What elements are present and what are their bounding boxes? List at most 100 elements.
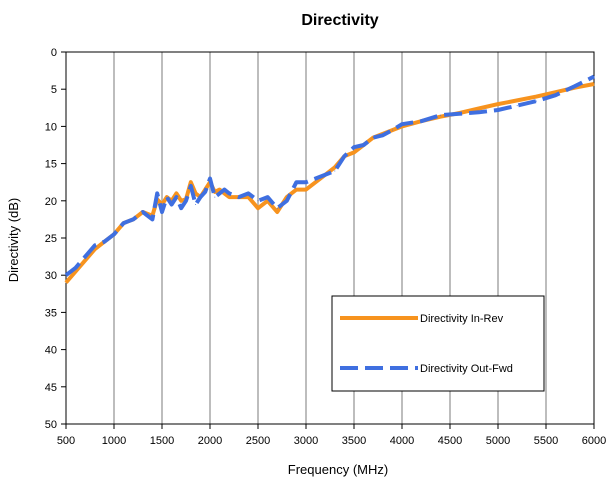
x-tick-label: 3500: [342, 435, 366, 447]
x-tick-label: 6000: [582, 435, 606, 447]
data-point: [295, 189, 297, 191]
data-point: [439, 116, 441, 118]
data-point: [276, 207, 278, 209]
data-point: [219, 192, 221, 194]
x-tick-label: 4500: [438, 435, 462, 447]
data-point: [175, 192, 177, 194]
data-point: [113, 233, 115, 235]
data-point: [593, 76, 595, 78]
data-point: [180, 207, 182, 209]
data-point: [204, 191, 206, 193]
data-point: [247, 192, 249, 194]
data-point: [228, 196, 230, 198]
data-point: [161, 211, 163, 213]
data-point: [267, 200, 269, 202]
y-tick-label: 10: [45, 121, 57, 133]
data-point: [353, 151, 355, 153]
data-point: [459, 113, 461, 115]
data-point: [190, 181, 192, 183]
data-point: [223, 192, 225, 194]
data-point: [305, 181, 307, 183]
data-point: [286, 200, 288, 202]
data-point: [123, 222, 125, 224]
data-point: [75, 267, 77, 269]
x-tick-label: 500: [57, 435, 75, 447]
data-point: [420, 120, 422, 122]
data-point: [478, 108, 480, 110]
data-point: [175, 196, 177, 198]
data-point: [267, 196, 269, 198]
data-point: [180, 200, 182, 202]
x-tick-label: 1000: [102, 435, 126, 447]
data-point: [353, 146, 355, 148]
y-tick-label: 15: [45, 159, 57, 171]
y-tick-label: 20: [45, 196, 57, 208]
data-point: [363, 144, 365, 146]
y-tick-label: 40: [45, 345, 57, 357]
data-point: [171, 204, 173, 206]
data-point: [535, 100, 537, 102]
x-axis-label: Frequency (MHz): [288, 462, 388, 477]
data-point: [276, 211, 278, 213]
data-point: [315, 181, 317, 183]
x-tick-label: 2000: [198, 435, 222, 447]
data-point: [223, 189, 225, 191]
data-point: [305, 189, 307, 191]
data-point: [228, 192, 230, 194]
chart-title: Directivity: [301, 12, 378, 29]
x-tick-label: 4000: [390, 435, 414, 447]
data-point: [151, 218, 153, 220]
data-point: [401, 123, 403, 125]
data-point: [103, 241, 105, 243]
data-point: [334, 170, 336, 172]
data-point: [238, 196, 240, 198]
data-point: [535, 96, 537, 98]
data-point: [295, 181, 297, 183]
x-tick-label: 2500: [246, 435, 270, 447]
data-point: [372, 137, 374, 139]
data-point: [94, 248, 96, 250]
x-tick-label: 3000: [294, 435, 318, 447]
data-point: [75, 270, 77, 272]
y-tick-label: 0: [51, 47, 57, 59]
data-point: [391, 129, 393, 131]
data-point: [142, 211, 144, 213]
data-point: [382, 134, 384, 136]
data-point: [257, 200, 259, 202]
y-tick-label: 5: [51, 84, 57, 96]
data-point: [65, 282, 67, 284]
y-tick-label: 50: [45, 419, 57, 431]
legend-label-in-rev: Directivity In-Rev: [420, 313, 504, 325]
data-point: [195, 192, 197, 194]
y-tick-label: 25: [45, 233, 57, 245]
series-line-out-fwd: [64, 74, 595, 277]
legend: Directivity In-Rev Directivity Out-Fwd: [331, 295, 545, 392]
data-point: [516, 99, 518, 101]
data-point: [247, 196, 249, 198]
grid-lines: [113, 52, 547, 424]
data-point: [185, 200, 187, 202]
legend-label-out-fwd: Directivity Out-Fwd: [420, 363, 513, 375]
x-tick-label: 1500: [150, 435, 174, 447]
data-point: [555, 94, 557, 96]
axis-ticks: 500 1000 1500 2000 2500 3000 3500 4000 4500 5000 5…: [45, 47, 606, 447]
y-tick-label: 35: [45, 307, 57, 319]
series-layer: [64, 74, 595, 284]
data-point: [84, 256, 86, 258]
data-point: [166, 196, 168, 198]
y-tick-label: 30: [45, 270, 57, 282]
data-point: [214, 196, 216, 198]
data-point: [156, 192, 158, 194]
data-point: [497, 109, 499, 111]
data-point: [574, 85, 576, 87]
data-point: [94, 244, 96, 246]
data-point: [324, 174, 326, 176]
data-point: [132, 218, 134, 220]
data-point: [209, 177, 211, 179]
legend-box: [331, 295, 545, 392]
data-point: [478, 111, 480, 113]
data-point: [65, 274, 67, 276]
data-point: [199, 196, 201, 198]
data-point: [555, 91, 557, 93]
